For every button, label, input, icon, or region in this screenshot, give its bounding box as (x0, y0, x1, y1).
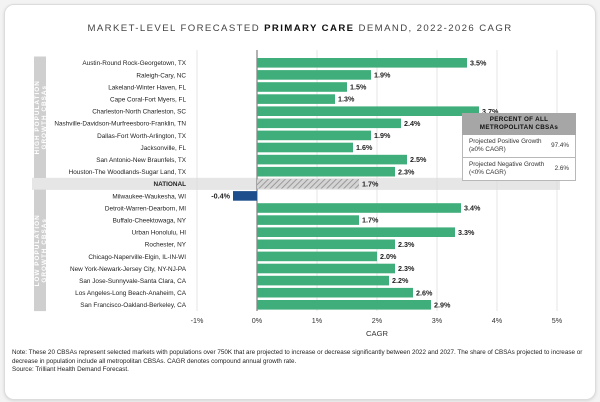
value-label: 1.7% (362, 216, 379, 225)
bar (257, 82, 347, 92)
category-label: Raleigh-Cary, NC (136, 72, 186, 79)
value-label: 1.9% (374, 131, 391, 140)
bar (257, 58, 467, 68)
value-label: 2.4% (404, 119, 421, 128)
category-label: Detroit-Warren-Dearborn, MI (105, 205, 186, 212)
cbsa-share-row-negative: Projected Negative Growth (<0% CAGR) 2.6… (462, 158, 576, 181)
value-label: 3.5% (470, 58, 487, 67)
x-tick-label: 3% (432, 316, 443, 325)
value-label: 1.3% (338, 95, 355, 104)
category-label: Lakeland-Winter Haven, FL (108, 84, 186, 91)
bar (257, 130, 371, 141)
value-label: 2.0% (380, 252, 397, 261)
cbsa-share-header: PERCENT OF ALL METROPOLITAN CBSAs (462, 113, 576, 135)
title-suffix: DEMAND, 2022-2026 CAGR (354, 23, 513, 34)
bar (257, 251, 377, 262)
cbsa-share-table: PERCENT OF ALL METROPOLITAN CBSAs Projec… (462, 113, 576, 181)
bar (257, 287, 413, 298)
note-text: Note: These 20 CBSAs represent selected … (12, 349, 583, 365)
value-label: 3.4% (464, 204, 481, 213)
group-band-0 (34, 56, 46, 178)
bar (257, 263, 395, 274)
title-bold: PRIMARY CARE (264, 23, 355, 34)
category-label: Austin-Round Rock-Georgetown, TX (82, 60, 186, 67)
bar (257, 227, 455, 237)
value-label: 2.9% (434, 300, 451, 309)
value-label: 3.7% (482, 107, 499, 116)
bar (233, 191, 257, 201)
cbsa-share-row-positive: Projected Positive Growth (≥0% CAGR) 97.… (462, 135, 576, 158)
national-bar (257, 179, 359, 189)
category-label: Dallas-Fort Worth-Arlington, TX (97, 133, 187, 140)
bar (257, 215, 359, 225)
x-tick-label: 5% (552, 316, 563, 325)
group-band-1 (34, 189, 46, 312)
category-label: Milwaukee-Waukesha, WI (112, 193, 186, 200)
value-label: 2.3% (398, 167, 415, 176)
value-label: 2.6% (416, 288, 433, 297)
footnotes: Note: These 20 CBSAs represent selected … (12, 349, 588, 375)
bar (257, 154, 407, 165)
x-tick-label: 4% (492, 316, 503, 325)
value-label: 1.5% (350, 83, 367, 92)
category-label: Chicago-Naperville-Elgin, IL-IN-WI (88, 254, 186, 261)
value-label: 1.6% (356, 143, 373, 152)
bar (257, 106, 479, 116)
category-label: Charleston-North Charleston, SC (92, 109, 186, 116)
x-tick-label: 0% (252, 316, 263, 325)
x-axis-label: CAGR (366, 329, 388, 338)
category-label: New York-Newark-Jersey City, NY-NJ-PA (70, 266, 187, 273)
title-prefix: MARKET-LEVEL FORECASTED (87, 23, 265, 34)
value-label: 1.9% (374, 71, 391, 80)
group-label-0: HIGH POPULATIONGROWTH CBSAs (34, 80, 48, 154)
bar (257, 142, 353, 153)
category-label: Buffalo-Cheektowaga, NY (113, 218, 187, 225)
category-label: Jacksonville, FL (141, 145, 187, 152)
category-label: Urban Honolulu, HI (132, 230, 187, 237)
value-label: 2.5% (410, 155, 427, 164)
category-label: Rochester, NY (145, 242, 187, 249)
bar (257, 94, 335, 104)
positive-growth-value: 97.4% (551, 142, 569, 149)
group-label-1: LOW POPULATIONGROWTH CBSAs (34, 214, 48, 286)
category-label: Houston-The Woodlands-Sugar Land, TX (69, 169, 187, 176)
category-label: San Antonio-New Braunfels, TX (96, 157, 186, 164)
x-tick-label: 1% (312, 316, 323, 325)
x-tick-label: 2% (372, 316, 383, 325)
source-text: Source: Trilliant Health Demand Forecast… (12, 366, 129, 374)
category-label: Los Angeles-Long Beach-Anaheim, CA (75, 290, 187, 297)
value-label: 2.3% (398, 264, 415, 273)
chart-title: MARKET-LEVEL FORECASTED PRIMARY CARE DEM… (0, 23, 600, 34)
bar (257, 70, 371, 80)
bar (257, 275, 389, 286)
negative-growth-label: Projected Negative Growth (<0% CAGR) (469, 161, 545, 176)
x-tick-label: -1% (191, 316, 204, 325)
value-label: 1.7% (362, 179, 379, 188)
category-label: San Jose-Sunnyvale-Santa Clara, CA (79, 278, 187, 285)
national-label: NATIONAL (153, 181, 186, 188)
bar (257, 118, 401, 129)
bar (257, 300, 431, 310)
value-label: 3.3% (458, 228, 475, 237)
value-label: 2.3% (398, 240, 415, 249)
bar (257, 166, 395, 177)
negative-growth-value: 2.6% (554, 165, 569, 172)
value-label: 2.2% (392, 276, 409, 285)
bar (257, 203, 461, 213)
category-label: San Francisco-Oakland-Berkeley, CA (80, 302, 186, 309)
value-label: -0.4% (211, 192, 230, 201)
bar (257, 239, 395, 250)
category-label: Cape Coral-Fort Myers, FL (110, 97, 186, 104)
category-label: Nashville-Davidson-Murfreesboro-Franklin… (54, 121, 186, 128)
positive-growth-label: Projected Positive Growth (≥0% CAGR) (469, 138, 542, 153)
